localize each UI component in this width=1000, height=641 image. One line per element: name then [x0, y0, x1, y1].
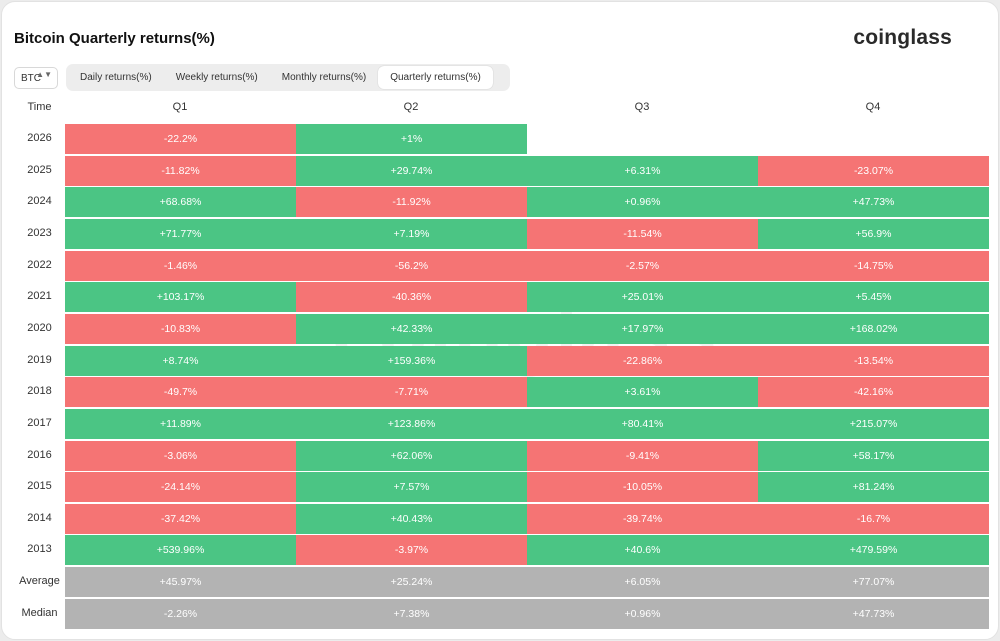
- row-label: 2019: [27, 353, 52, 366]
- return-cell: +40.6%: [527, 535, 758, 566]
- return-cell: +29.74%: [296, 155, 527, 186]
- return-cell: +123.86%: [296, 408, 527, 439]
- tab-daily-returns[interactable]: Daily returns(%): [80, 72, 152, 83]
- return-cell: +81.24%: [758, 472, 989, 503]
- return-cell: -23.07%: [758, 155, 989, 186]
- return-cell: +6.05%: [527, 567, 758, 598]
- row-label: 2014: [27, 511, 52, 524]
- row-label: 2022: [27, 258, 52, 271]
- return-cell: +58.17%: [758, 440, 989, 471]
- row-label: Median: [21, 606, 58, 619]
- return-cell: -13.54%: [758, 345, 989, 376]
- row-label: 2025: [27, 163, 52, 176]
- row-label: Average: [19, 575, 60, 588]
- return-cell: +103.17%: [65, 282, 296, 313]
- row-label: 2017: [27, 416, 52, 429]
- return-cell: +40.43%: [296, 503, 527, 534]
- row-label: 2018: [27, 385, 52, 398]
- return-cell: +68.68%: [65, 187, 296, 218]
- return-cell: +11.89%: [65, 408, 296, 439]
- return-cell: +7.38%: [296, 598, 527, 629]
- tab-quarterly-returns[interactable]: Quarterly returns(%): [378, 66, 493, 89]
- return-cell: +5.45%: [758, 282, 989, 313]
- chevron-updown-icon: ▲▼: [36, 70, 52, 79]
- return-cell: +0.96%: [527, 187, 758, 218]
- column-header-q1: Q1: [172, 101, 188, 113]
- return-cell: -16.7%: [758, 503, 989, 534]
- return-cell: +1%: [296, 124, 527, 154]
- time-header: Time: [27, 101, 52, 113]
- row-label: 2023: [27, 226, 52, 239]
- return-cell: +47.73%: [758, 187, 989, 218]
- return-cell: +77.07%: [758, 567, 989, 598]
- return-cell: +47.73%: [758, 598, 989, 629]
- row-label: 2016: [27, 448, 52, 461]
- return-cell: +159.36%: [296, 345, 527, 376]
- return-cell: +539.96%: [65, 535, 296, 566]
- return-cell: +6.31%: [527, 155, 758, 186]
- coin-select[interactable]: BTC ▲▼: [14, 67, 58, 89]
- return-cell: -24.14%: [65, 472, 296, 503]
- row-label: 2013: [27, 543, 52, 556]
- return-cell: -22.86%: [527, 345, 758, 376]
- row-label: 2015: [27, 480, 52, 493]
- return-cell: +71.77%: [65, 218, 296, 249]
- tab-monthly-returns[interactable]: Monthly returns(%): [281, 72, 367, 83]
- return-cell: +45.97%: [65, 567, 296, 598]
- return-cell: +42.33%: [296, 313, 527, 344]
- return-cell: +479.59%: [758, 535, 989, 566]
- row-label: 2024: [27, 195, 52, 208]
- return-cell: -1.46%: [65, 250, 296, 281]
- return-cell: -2.26%: [65, 598, 296, 629]
- return-cell: +25.24%: [296, 567, 527, 598]
- return-cell: -7.71%: [296, 377, 527, 408]
- row-label: 2021: [27, 290, 52, 303]
- page-title: Bitcoin Quarterly returns(%): [14, 30, 215, 47]
- return-cell: +7.57%: [296, 472, 527, 503]
- return-cell: +3.61%: [527, 377, 758, 408]
- column-header-q2: Q2: [403, 101, 419, 113]
- coin-select-value: BTC: [21, 72, 41, 84]
- return-cell: +80.41%: [527, 408, 758, 439]
- return-cell: -2.57%: [527, 250, 758, 281]
- return-cell: +62.06%: [296, 440, 527, 471]
- return-cell: +17.97%: [527, 313, 758, 344]
- return-cell: +7.19%: [296, 218, 527, 249]
- return-cell: +25.01%: [527, 282, 758, 313]
- return-cell: -10.05%: [527, 472, 758, 503]
- return-cell: -22.2%: [65, 124, 296, 154]
- return-cell: -3.97%: [296, 535, 527, 566]
- return-cell: -11.54%: [527, 218, 758, 249]
- return-cell: -39.74%: [527, 503, 758, 534]
- return-cell: +8.74%: [65, 345, 296, 376]
- coinglass-logo: coinglass: [853, 26, 952, 49]
- return-cell: -42.16%: [758, 377, 989, 408]
- return-cell: -11.92%: [296, 187, 527, 218]
- return-cell: -49.7%: [65, 377, 296, 408]
- return-cell: +168.02%: [758, 313, 989, 344]
- return-cell: -9.41%: [527, 440, 758, 471]
- return-cell: +215.07%: [758, 408, 989, 439]
- return-cell: -37.42%: [65, 503, 296, 534]
- row-label: 2020: [27, 321, 52, 334]
- return-cell: -14.75%: [758, 250, 989, 281]
- return-cell: -40.36%: [296, 282, 527, 313]
- return-cell: +56.9%: [758, 218, 989, 249]
- returns-tabs: Daily returns(%) Weekly returns(%) Month…: [66, 64, 510, 91]
- row-label: 2026: [27, 132, 52, 144]
- return-cell: -11.82%: [65, 155, 296, 186]
- return-cell: +0.96%: [527, 598, 758, 629]
- column-header-q3: Q3: [634, 101, 650, 113]
- column-header-q4: Q4: [865, 101, 881, 113]
- tab-weekly-returns[interactable]: Weekly returns(%): [175, 72, 258, 83]
- return-cell: -10.83%: [65, 313, 296, 344]
- return-cell: -3.06%: [65, 440, 296, 471]
- return-cell: -56.2%: [296, 250, 527, 281]
